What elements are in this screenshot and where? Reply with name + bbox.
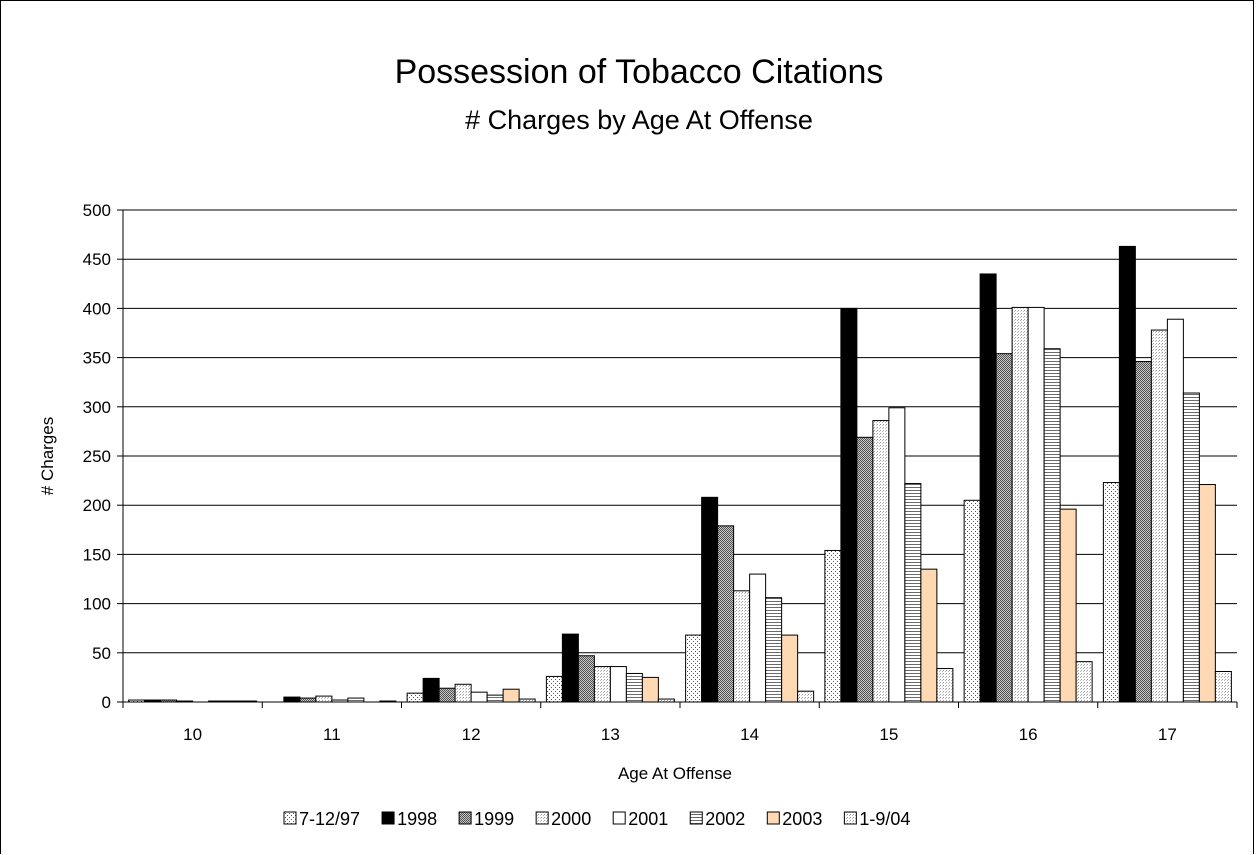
legend-label: 1-9/04 — [859, 809, 910, 829]
legend-swatch — [458, 811, 472, 825]
bar — [685, 634, 703, 703]
legend: 7-12/97 1998 1999 2000 2001 2002 2003 1-9/04 — [283, 809, 910, 829]
bar — [733, 590, 751, 703]
x-tick-label: 13 — [601, 725, 620, 744]
x-tick-label: 16 — [1019, 725, 1038, 744]
bar — [1059, 508, 1077, 703]
y-tick-label: 350 — [83, 349, 111, 368]
bars — [128, 245, 1232, 703]
bar — [1043, 348, 1061, 703]
bar — [625, 672, 643, 703]
bar — [1214, 670, 1232, 703]
bar — [872, 420, 890, 703]
x-tick-label: 12 — [462, 725, 481, 744]
y-tick-label: 300 — [83, 398, 111, 417]
legend-label: 2002 — [705, 809, 745, 829]
bar — [1118, 245, 1136, 703]
bar — [502, 688, 520, 703]
bar — [1075, 661, 1093, 703]
bar — [920, 568, 938, 703]
legend-label: 2003 — [782, 809, 822, 829]
bar — [1150, 329, 1168, 703]
y-tick-label: 0 — [102, 693, 111, 712]
bar — [995, 353, 1013, 703]
bar — [701, 496, 719, 703]
bar — [1198, 484, 1216, 703]
x-tick-label: 17 — [1158, 725, 1177, 744]
chart-subtitle: # Charges by Age At Offense — [465, 105, 813, 135]
axes — [117, 209, 1238, 708]
y-tick-label: 200 — [83, 496, 111, 515]
y-tick-label: 150 — [83, 545, 111, 564]
y-tick-label: 500 — [83, 201, 111, 220]
legend-swatch — [535, 811, 549, 825]
y-tick-label: 400 — [83, 299, 111, 318]
gridlines — [123, 209, 1237, 654]
tick-labels: 0 50 100 150 200 250 300 350 400 450 500 10 11 12 13 14… — [83, 201, 1177, 744]
bar — [283, 696, 301, 703]
bar — [641, 676, 659, 703]
x-tick-label: 11 — [323, 725, 341, 744]
bar — [963, 499, 981, 703]
x-axis-label: Age At Offense — [618, 764, 732, 783]
bar — [470, 691, 488, 703]
y-tick-label: 450 — [83, 250, 111, 269]
bar — [406, 692, 424, 703]
bar — [765, 597, 783, 703]
bar — [609, 666, 627, 703]
bar — [1134, 361, 1152, 703]
legend-swatch — [689, 811, 703, 825]
bar — [593, 666, 611, 703]
legend-label: 1998 — [397, 809, 437, 829]
bar — [1011, 306, 1029, 703]
bar — [1102, 482, 1120, 703]
bar — [561, 633, 579, 703]
bar — [577, 655, 595, 703]
bar — [856, 436, 874, 703]
bar — [438, 687, 456, 703]
legend-swatch — [612, 811, 626, 825]
bar — [545, 675, 563, 703]
x-tick-label: 10 — [183, 725, 202, 744]
bar — [454, 683, 472, 703]
legend-swatch — [283, 811, 297, 825]
legend-label: 7-12/97 — [299, 809, 360, 829]
bar — [840, 307, 858, 703]
x-tick-label: 14 — [740, 725, 759, 744]
bar — [1182, 392, 1200, 703]
y-axis-label: # Charges — [38, 417, 57, 495]
bar — [797, 690, 815, 703]
bar — [1166, 318, 1184, 703]
bar — [315, 695, 333, 703]
bar — [1027, 306, 1045, 703]
legend-swatch — [381, 811, 395, 825]
y-tick-label: 100 — [83, 595, 111, 614]
bar — [299, 697, 317, 703]
legend-label: 2000 — [551, 809, 591, 829]
bar — [749, 573, 767, 703]
bar — [888, 407, 906, 703]
bar — [781, 634, 799, 703]
x-tick-label: 15 — [879, 725, 898, 744]
legend-label: 1999 — [474, 809, 514, 829]
bar — [979, 273, 997, 703]
bar — [422, 677, 440, 703]
legend-label: 2001 — [628, 809, 668, 829]
legend-swatch — [766, 811, 780, 825]
legend-swatch — [843, 811, 857, 825]
bar — [486, 694, 504, 703]
y-tick-label: 250 — [83, 447, 111, 466]
chart-title: Possession of Tobacco Citations — [395, 53, 884, 91]
bar — [936, 668, 954, 703]
bar — [824, 549, 842, 703]
bar — [347, 697, 365, 703]
y-tick-label: 50 — [92, 644, 111, 663]
bar — [904, 483, 922, 703]
bar — [717, 525, 735, 703]
